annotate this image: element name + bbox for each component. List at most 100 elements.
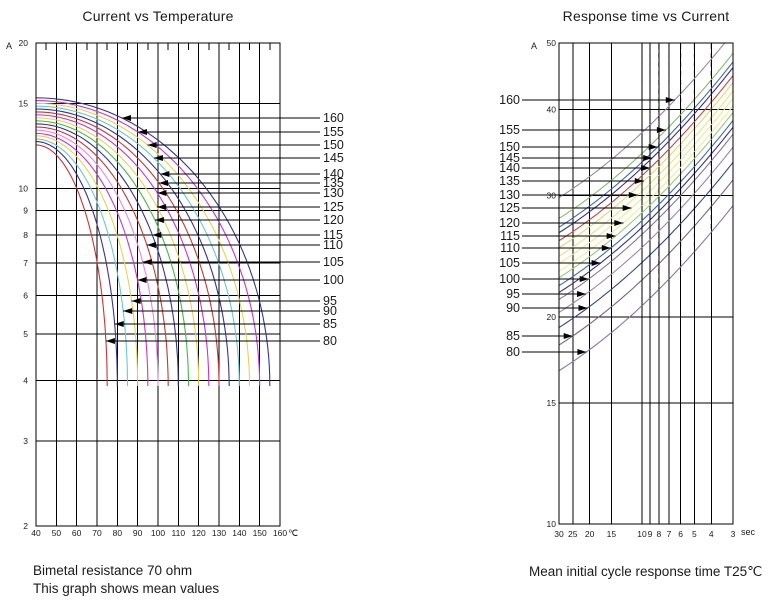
chart-response-time-vs-current: 1601551501451401351301251201151101051009… <box>499 38 756 539</box>
x-tick-label: 140 <box>232 528 246 538</box>
arrowhead-left <box>105 338 115 344</box>
x-tick-label: 60 <box>72 528 82 538</box>
y-tick-label: 10 <box>19 183 29 193</box>
curve-label-95: 95 <box>506 287 520 301</box>
right-chart-title: Response time vs Current <box>562 8 730 24</box>
arrowhead-right <box>665 97 675 103</box>
right-curve-labels: 1601551501451401351301251201151101051009… <box>499 93 675 359</box>
y-axis-unit-amps: A <box>6 41 12 51</box>
y-tick-label: 7 <box>23 258 28 268</box>
curve-155 <box>559 52 733 219</box>
arrowhead-left <box>157 204 167 210</box>
curve-label-140: 140 <box>499 161 520 175</box>
arrowhead-left <box>147 142 157 148</box>
curve-120 <box>559 105 733 272</box>
curve-155 <box>36 100 261 387</box>
x-tick-label: 120 <box>192 528 206 538</box>
x-axis-unit-celsius: ℃ <box>288 528 298 538</box>
arrowhead-right <box>648 144 658 150</box>
curve-label-160: 160 <box>323 111 344 125</box>
x-tick-label: 25 <box>568 529 578 539</box>
y-tick-label: 6 <box>23 291 28 301</box>
curve-80 <box>36 144 108 387</box>
caption-line-2: This graph shows mean values <box>33 581 220 596</box>
curve-145 <box>559 67 733 234</box>
arrowhead-left <box>131 298 141 304</box>
left-chart-caption: Bimetal resistance 70 ohm This graph sho… <box>33 562 219 598</box>
curve-label-150: 150 <box>499 140 520 154</box>
x-tick-label: 4 <box>709 529 714 539</box>
curve-label-90: 90 <box>506 301 520 315</box>
y-axis-unit-amps: A <box>531 41 537 51</box>
curve-100 <box>36 132 149 386</box>
x-tick-label: 50 <box>52 528 62 538</box>
y-tick-label: 10 <box>547 519 557 529</box>
arrowhead-left <box>123 308 133 314</box>
x-tick-label: 90 <box>133 528 143 538</box>
curve-135 <box>559 82 733 249</box>
x-tick-label: 80 <box>113 528 123 538</box>
x-axis-unit-sec: sec <box>741 527 756 537</box>
arrowhead-right <box>656 127 666 133</box>
arrowhead-left <box>114 321 124 327</box>
arrowhead-left <box>159 180 168 186</box>
curve-label-145: 145 <box>499 151 520 165</box>
arrowhead-right <box>614 220 624 226</box>
curve-label-135: 135 <box>499 174 520 188</box>
curve-120 <box>36 120 190 387</box>
arrowhead-left <box>154 217 164 223</box>
right-plot-border <box>558 42 734 525</box>
curve-110 <box>559 120 733 287</box>
curve-label-95: 95 <box>323 294 337 308</box>
arrowhead-left <box>138 129 147 135</box>
curve-label-120: 120 <box>323 213 344 227</box>
arrowhead-left <box>153 155 163 161</box>
right-curves <box>559 43 733 372</box>
curve-115 <box>36 123 179 387</box>
right-dashed-gridlines <box>641 44 712 306</box>
curve-125 <box>36 117 200 387</box>
arrowhead-right <box>606 233 616 239</box>
arrowhead-right <box>628 192 638 198</box>
curve-label-80: 80 <box>323 334 337 348</box>
x-tick-label: 40 <box>31 528 41 538</box>
x-tick-label: 130 <box>212 528 226 538</box>
arrowhead-right <box>578 305 588 311</box>
curve-label-140: 140 <box>323 167 344 181</box>
curve-label-125: 125 <box>323 200 344 214</box>
caption-line-1: Bimetal resistance 70 ohm <box>33 563 193 578</box>
curve-label-110: 110 <box>500 241 520 255</box>
curve-90 <box>559 161 733 328</box>
x-tick-label: 110 <box>172 528 186 538</box>
arrowhead-right <box>563 333 573 339</box>
curve-label-100: 100 <box>323 273 344 287</box>
arrowhead-right <box>579 276 589 282</box>
arrowhead-left <box>142 259 152 265</box>
curve-90 <box>36 138 129 387</box>
curve-label-155: 155 <box>499 123 520 137</box>
curve-105 <box>36 129 159 387</box>
y-tick-label: 20 <box>547 312 557 322</box>
curve-label-110: 110 <box>323 238 343 252</box>
arrowhead-right <box>641 165 651 171</box>
right-chart-caption: Mean initial cycle response time T25℃ <box>529 564 763 579</box>
arrowhead-left <box>122 115 131 121</box>
curve-140 <box>36 108 230 387</box>
curve-label-105: 105 <box>499 256 520 270</box>
y-tick-label: 20 <box>19 38 29 48</box>
y-tick-label: 40 <box>547 105 557 115</box>
left-plot-border <box>35 42 281 527</box>
x-tick-label: 160 <box>273 528 287 538</box>
y-tick-label: 15 <box>19 98 29 108</box>
arrowhead-left <box>152 232 162 238</box>
arrowhead-right <box>643 155 653 161</box>
arrowhead-right <box>577 291 586 297</box>
curve-115 <box>559 112 733 279</box>
y-tick-label: 8 <box>23 230 28 240</box>
y-tick-label: 5 <box>23 329 28 339</box>
curve-110 <box>36 126 169 387</box>
